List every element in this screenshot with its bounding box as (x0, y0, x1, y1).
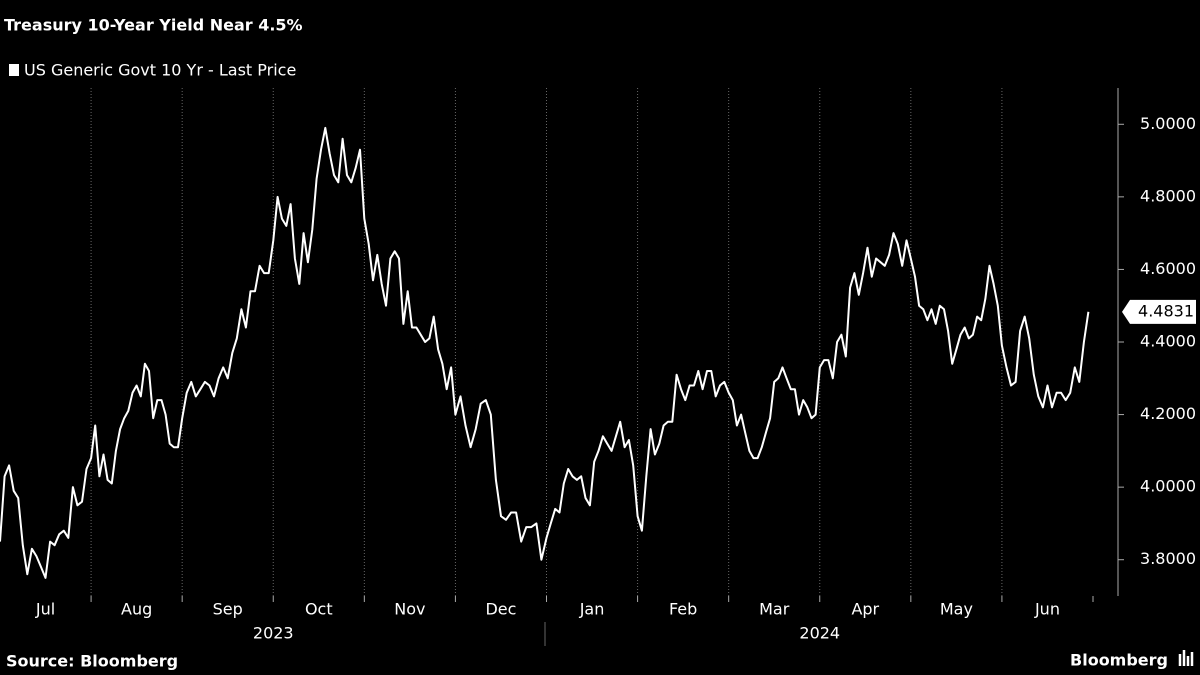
x-tick-label: Mar (759, 600, 790, 619)
y-tick-label: 4.8000 (1140, 186, 1196, 205)
x-tick-label: Jun (1034, 600, 1060, 619)
x-tick-label: Feb (669, 600, 697, 619)
source: Source: Bloomberg (6, 652, 178, 671)
chart-title: Treasury 10-Year Yield Near 4.5% (4, 16, 303, 35)
brand-icon (1178, 650, 1194, 666)
year-label: 2023 (253, 624, 294, 643)
x-tick-label: Aug (121, 600, 152, 619)
line (0, 126, 1090, 579)
x-tick-label: May (940, 600, 973, 619)
x-tick-label: Jan (579, 600, 605, 619)
last-value-label: 4.4831 (1138, 301, 1194, 320)
brand: Bloomberg (1070, 651, 1168, 670)
x-tick-label: Jul (35, 600, 55, 619)
last-value-box (1122, 299, 1196, 324)
x-tick-label: Apr (851, 600, 879, 619)
year-label: 2024 (799, 624, 840, 643)
y-tick-label: 4.0000 (1140, 477, 1196, 496)
x-tick-label: Dec (485, 600, 516, 619)
x-tick-label: Sep (213, 600, 243, 619)
x-tick-label: Nov (394, 600, 425, 619)
y-tick-label: 4.2000 (1140, 404, 1196, 423)
y-tick-label: 4.4000 (1140, 332, 1196, 351)
y-tick-label: 4.6000 (1140, 259, 1196, 278)
legend-swatch (9, 64, 19, 76)
x-tick-label: Oct (305, 600, 333, 619)
legend-label: US Generic Govt 10 Yr - Last Price (24, 61, 296, 80)
y-tick-label: 3.8000 (1140, 549, 1196, 568)
y-tick-label: 5.0000 (1140, 114, 1196, 133)
